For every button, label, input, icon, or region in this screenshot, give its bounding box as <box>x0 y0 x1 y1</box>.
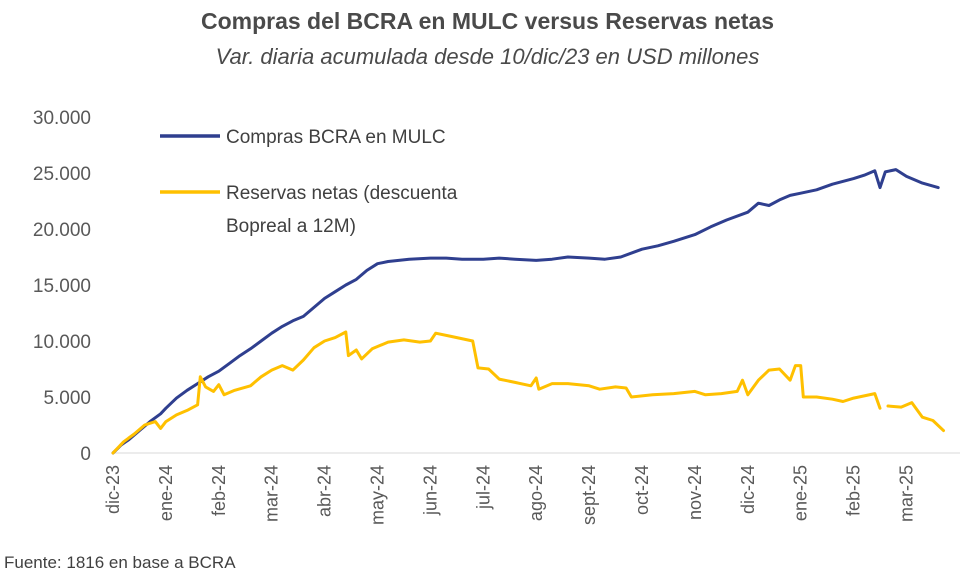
y-tick-label: 10.000 <box>33 332 91 353</box>
x-tick-label: ene-24 <box>156 465 176 521</box>
x-tick-label: ago-24 <box>526 465 546 521</box>
x-tick-label: dic-24 <box>738 465 758 514</box>
y-tick-label: 0 <box>80 444 91 465</box>
x-tick-label: nov-24 <box>685 465 705 520</box>
x-tick-label: feb-25 <box>844 465 864 516</box>
series-line-reservas <box>111 330 882 455</box>
series-line-reservas <box>886 401 945 433</box>
x-tick-label: dic-23 <box>103 465 123 514</box>
y-axis: 30.000 25.000 20.000 15.000 10.000 5.000 0 <box>33 108 91 465</box>
x-tick-label: abr-24 <box>315 465 335 517</box>
y-tick-label: 30.000 <box>33 108 91 129</box>
y-tick-label: 25.000 <box>33 164 91 185</box>
x-tick-label: oct-24 <box>632 465 652 515</box>
source-note: Fuente: 1816 en base a BCRA <box>4 553 236 572</box>
x-tick-label: jun-24 <box>420 465 440 516</box>
y-tick-label: 5.000 <box>43 388 91 409</box>
chart-title: Compras del BCRA en MULC versus Reservas… <box>200 8 775 34</box>
legend-label-reservas-line1: Reservas netas (descuenta <box>226 183 458 204</box>
x-tick-label: feb-24 <box>209 465 229 516</box>
y-tick-label: 15.000 <box>33 276 91 297</box>
y-tick-label: 20.000 <box>33 220 91 241</box>
legend-label-reservas-line2: Bopreal a 12M) <box>226 216 356 237</box>
x-tick-label: mar-25 <box>897 465 917 522</box>
x-tick-label: jul-24 <box>473 465 493 510</box>
x-tick-label: mar-24 <box>262 465 282 522</box>
x-axis: dic-23 ene-24 feb-24 mar-24 abr-24 may-24 jun-… <box>103 452 960 525</box>
x-tick-label: ene-25 <box>791 465 811 521</box>
chart-subtitle: Var. diaria acumulada desde 10/dic/23 en… <box>215 44 760 69</box>
x-tick-label: may-24 <box>368 465 388 525</box>
legend: Compras BCRA en MULC Reservas netas (des… <box>160 127 458 237</box>
x-tick-label: sept-24 <box>579 465 599 525</box>
series-line-compras <box>111 168 940 455</box>
legend-label-compras: Compras BCRA en MULC <box>226 127 446 148</box>
series-group <box>111 168 945 455</box>
